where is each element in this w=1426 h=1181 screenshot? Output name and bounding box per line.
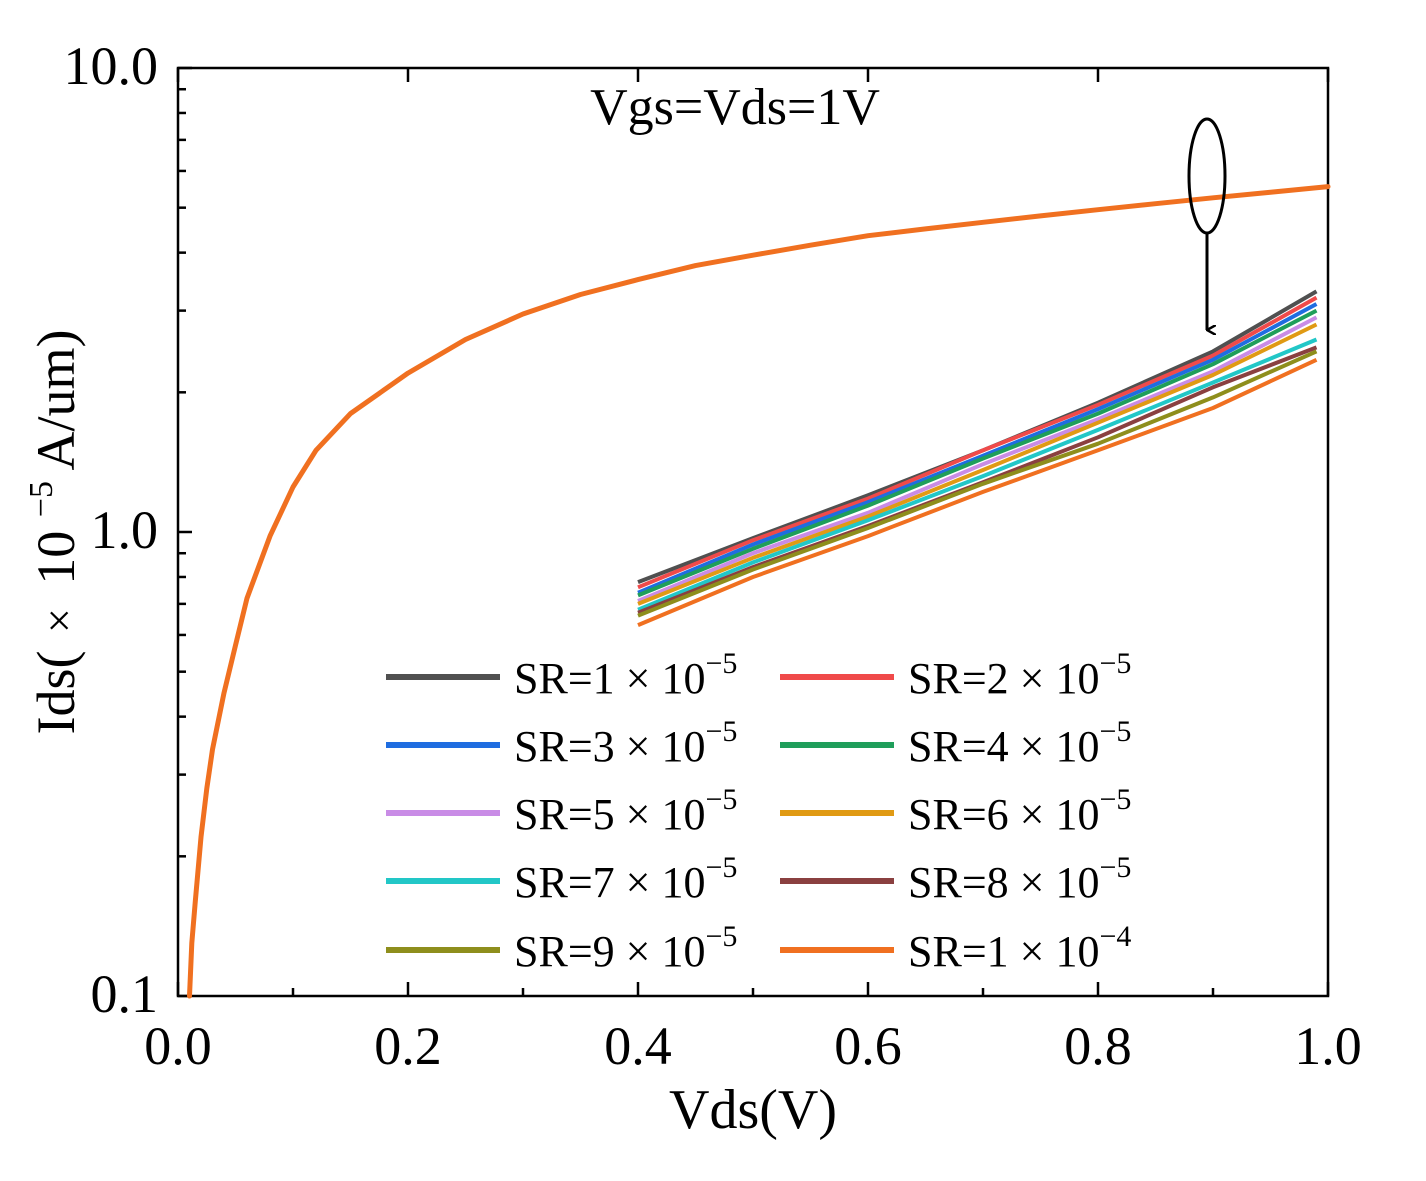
inset-series-line	[637, 308, 1318, 598]
legend-label: SR=5 × 10−5	[514, 783, 737, 839]
legend-label: SR=1 × 10−4	[908, 920, 1131, 976]
inset-series-line	[637, 315, 1318, 603]
y-label-exp: −5	[23, 481, 60, 517]
inset-series-line	[637, 289, 1318, 584]
y-axis-label: Ids( × 10 −5 A/um)	[4, 329, 86, 734]
axis-ticks	[176, 66, 1330, 998]
x-tick-label: 0.8	[1064, 1016, 1132, 1076]
main-curve	[187, 184, 1331, 999]
legend-label: SR=2 × 10−5	[908, 647, 1131, 703]
legend-label: SR=1 × 10−5	[514, 647, 737, 703]
legend-label: SR=6 × 10−5	[908, 783, 1131, 839]
annotation-ellipse	[1187, 117, 1227, 235]
legend-label: SR=8 × 10−5	[908, 851, 1131, 907]
inset-series-line	[637, 349, 1318, 618]
legend-label: SR=3 × 10−5	[514, 715, 737, 771]
legend-label: SR=9 × 10−5	[514, 920, 737, 976]
inset-series-line	[637, 337, 1318, 612]
plot-frame	[176, 66, 1330, 998]
inset-series-group	[637, 289, 1318, 627]
y-label-base: 10	[26, 531, 86, 585]
legend-label: SR=4 × 10−5	[908, 715, 1131, 771]
x-tick-label: 0.6	[834, 1016, 902, 1076]
x-tick-label: 0.0	[144, 1016, 212, 1076]
svg-text:Ids( × 10 −5: Ids( × 10 −5 A/um)	[4, 329, 86, 734]
legend: SR=1 × 10−5 SR=2 × 10−5 SR=3 × 10−5 SR=4 × …	[386, 647, 1131, 976]
inset-series-line	[637, 357, 1318, 627]
inset-series-line	[637, 295, 1318, 590]
x-axis-label: Vds(V)	[669, 1079, 837, 1141]
inset-series-line	[637, 322, 1318, 606]
y-label-times: ×	[35, 608, 84, 633]
y-tick-label: 10.0	[64, 36, 159, 96]
inset-series-line	[637, 302, 1318, 595]
y-tick-label: 0.1	[91, 964, 159, 1024]
y-tick-labels: 0.1 1.0 10.0	[64, 36, 159, 1024]
y-label-prefix: Ids(	[26, 651, 86, 735]
y-label-suffix: A/um)	[26, 329, 86, 470]
x-tick-labels: 0.0 0.2 0.4 0.6 0.8 1.0	[144, 1016, 1362, 1076]
x-tick-label: 0.4	[604, 1016, 672, 1076]
y-tick-label: 1.0	[91, 500, 159, 560]
chart-title: Vgs=Vds=1V	[590, 79, 880, 136]
x-tick-label: 1.0	[1294, 1016, 1362, 1076]
legend-label: SR=7 × 10−5	[514, 851, 737, 907]
x-tick-label: 0.2	[374, 1016, 442, 1076]
